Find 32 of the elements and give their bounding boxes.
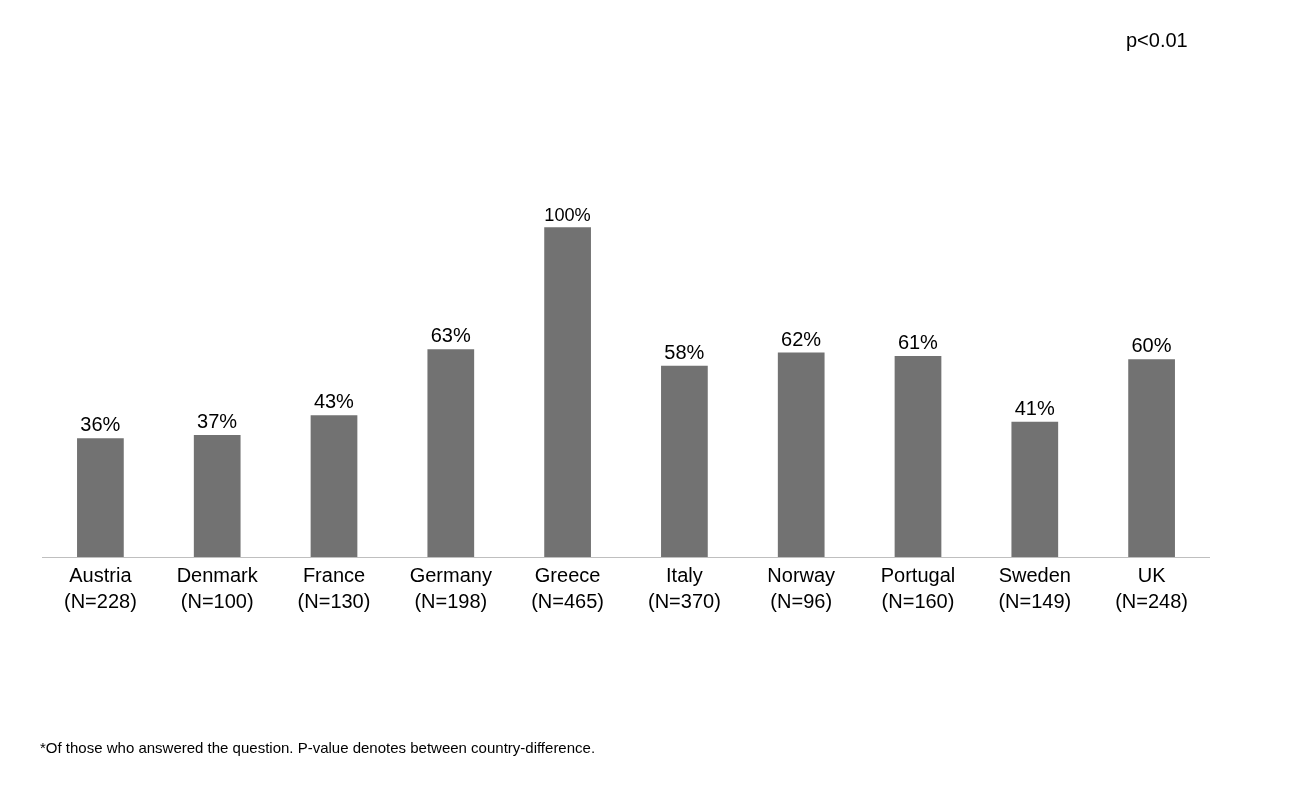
data-label: 61% <box>897 330 939 353</box>
data-label: 41% <box>1014 396 1055 419</box>
x-tick-label: Greece (N=465) <box>531 564 605 612</box>
bar <box>193 435 241 557</box>
data-label: 37% <box>197 410 238 433</box>
data-label: 43% <box>313 390 355 413</box>
bar <box>661 365 708 557</box>
x-tick-label: Denmark (N=100) <box>176 564 259 612</box>
data-label: 60% <box>1131 334 1172 357</box>
bar <box>544 227 591 557</box>
x-tick-label: UK (N=248) <box>1115 564 1189 612</box>
data-label: 100% <box>544 204 591 225</box>
bar <box>310 415 358 557</box>
x-tick-label: Norway (N=96) <box>767 564 836 612</box>
x-tick-label: France (N=130) <box>297 564 371 612</box>
bar <box>1011 421 1059 557</box>
text: *Of those who answered the question. P-value denotes between country-difference. <box>40 739 596 756</box>
bar <box>777 352 825 557</box>
x-tick-label: Portugal (N=160) <box>880 564 956 612</box>
data-label: 58% <box>664 340 705 363</box>
x-tick-label: Italy (N=370) <box>647 564 721 612</box>
data-label: 62% <box>781 327 822 350</box>
bar <box>77 438 124 557</box>
x-tick-label: Austria (N=228) <box>63 564 137 612</box>
data-label: 36% <box>80 413 121 436</box>
bar <box>427 349 475 557</box>
bar <box>894 355 942 557</box>
x-tick-label: Sweden (N=149) <box>998 564 1072 612</box>
text: p<0.01 <box>1126 29 1188 51</box>
x-tick-label: Germany (N=198) <box>409 564 492 612</box>
data-label: 63% <box>430 324 471 347</box>
bar <box>1128 359 1175 557</box>
